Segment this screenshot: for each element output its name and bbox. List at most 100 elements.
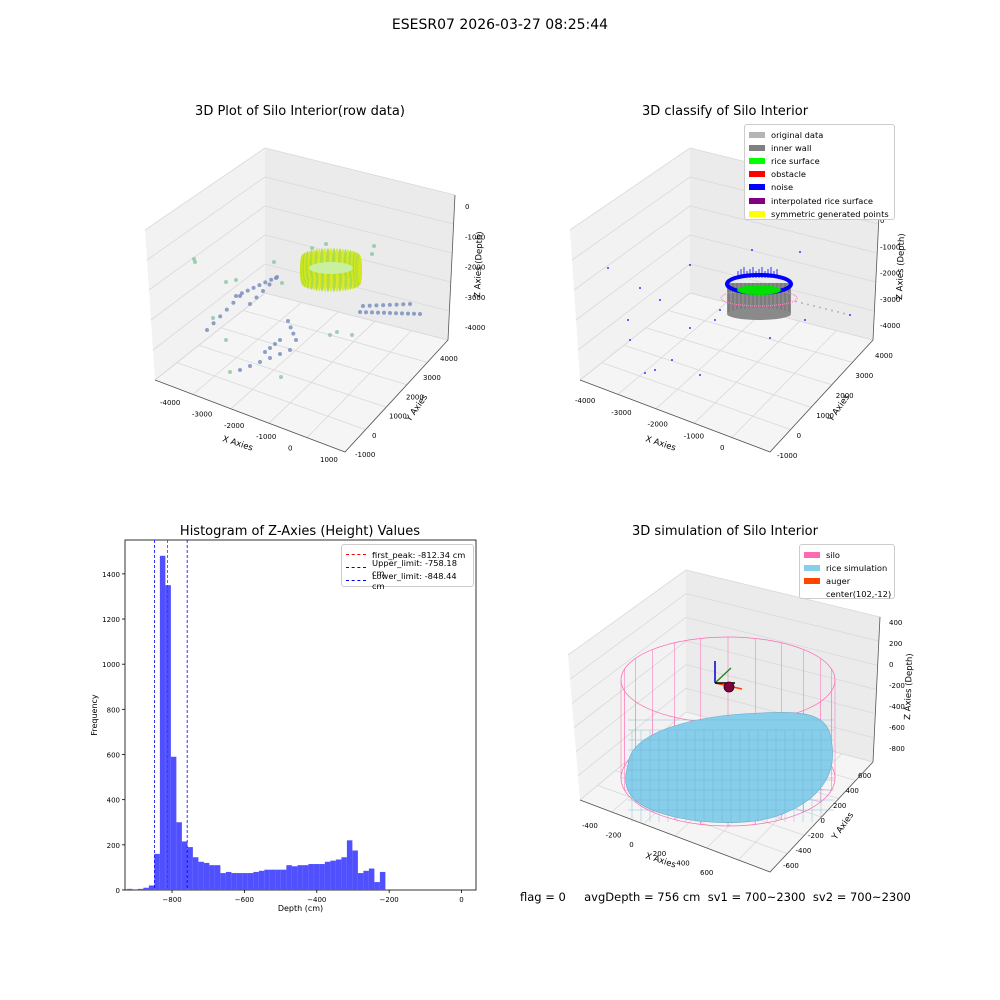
noise-point: [654, 369, 656, 371]
raw-point: [418, 312, 422, 316]
histogram-bar: [176, 822, 182, 890]
raw-point: [278, 352, 282, 356]
classify-legend-entry: rice surface: [749, 154, 890, 167]
noise-point: [699, 374, 701, 376]
z-tick-label: 0: [889, 661, 893, 669]
z-tick-label: -800: [889, 745, 905, 753]
raw-point: [400, 311, 404, 316]
grid-line: [573, 640, 687, 728]
histogram-bar: [154, 853, 160, 890]
grid-line: [623, 344, 812, 408]
z-tick-label: -1000: [465, 233, 485, 241]
histogram-bar: [269, 869, 276, 890]
classify-legend-entry: symmetric generated points: [749, 207, 890, 220]
raw-point: [248, 302, 252, 306]
raw-point: [388, 311, 392, 315]
grid-line: [693, 320, 801, 424]
histogram-bar: [352, 850, 358, 890]
raw-point: [261, 289, 265, 293]
original-point: [807, 303, 809, 306]
histogram-bar: [330, 860, 336, 890]
raw-point: [272, 260, 276, 264]
y-tick-label: 0: [372, 432, 376, 440]
z-tick-label: -2000: [880, 270, 900, 278]
y-tick-label: 600: [107, 752, 120, 760]
z-tick-label: -400: [889, 703, 905, 711]
z-tick-label: -2000: [465, 264, 485, 272]
legend-label: rice simulation: [826, 562, 888, 573]
simulation-legend-entry: center(102,-12): [804, 588, 892, 601]
raw-point: [268, 346, 272, 350]
grid-line: [685, 593, 879, 642]
z-axis-label: Z Axies (Depth): [895, 233, 907, 300]
raw-point: [257, 283, 262, 288]
histogram-bar: [319, 864, 325, 890]
y-tick-label: 0: [821, 817, 825, 825]
raw-point: [254, 295, 259, 300]
raw-point: [286, 319, 290, 323]
y-tick-label: 0: [116, 887, 120, 895]
legend-swatch: [804, 591, 820, 597]
grid-line: [569, 593, 687, 680]
legend-swatch: [749, 210, 765, 217]
panel1-title: 3D Plot of Silo Interior(row data): [195, 104, 405, 119]
grid-line: [575, 234, 691, 321]
y-tick-label: 2000: [406, 393, 424, 401]
raw-point: [273, 342, 277, 346]
x-tick-label: 400: [676, 860, 689, 868]
left-pane: [145, 148, 265, 380]
x-tick-label: -2000: [648, 421, 668, 429]
y-tick-label: 2000: [836, 392, 854, 400]
x-tick-label: −800: [162, 896, 181, 904]
grid-line: [731, 330, 837, 438]
raw-point: [234, 294, 238, 298]
simulation-legend-entry: silo: [804, 548, 890, 561]
raw-point: [382, 310, 386, 315]
legend-swatch: [749, 197, 765, 204]
original-point: [795, 300, 797, 303]
raw-point: [328, 333, 332, 337]
x-tick-label: -3000: [192, 410, 212, 418]
legend-label: interpolated rice surface: [771, 195, 874, 206]
axis-edge: [447, 194, 456, 341]
raw-point: [258, 360, 262, 364]
y-tick-label: 1200: [102, 616, 120, 624]
x-tick-label: -1000: [684, 432, 704, 440]
histogram-bar: [198, 861, 204, 890]
noise-point: [689, 327, 691, 329]
left-pane: [570, 148, 690, 380]
raw-point: [394, 311, 398, 316]
histogram-bar: [264, 869, 270, 890]
noise-point: [751, 249, 753, 251]
histogram-bar: [170, 756, 177, 890]
raw-point: [288, 348, 292, 352]
x-tick-label: 0: [629, 841, 633, 849]
legend-label: rice surface: [771, 155, 820, 166]
raw-point: [245, 288, 250, 293]
classify-legend-entry: obstacle: [749, 168, 890, 181]
histogram-bar: [137, 888, 144, 890]
legend-label: center(102,-12): [826, 589, 892, 600]
y-tick-label: 200: [107, 842, 120, 850]
y-tick-label: -1000: [355, 451, 375, 459]
classify-legend-entry: interpolated rice surface: [749, 194, 890, 207]
raw-point: [294, 338, 298, 342]
grid-line: [306, 330, 412, 438]
raw-point: [224, 307, 229, 312]
y-tick-label: 1000: [389, 413, 407, 421]
floor-pane: [155, 293, 448, 452]
grid-line: [569, 147, 691, 231]
raw-point: [374, 303, 379, 308]
legend-label: silo: [826, 549, 841, 560]
original-point: [843, 312, 845, 315]
y-tick-label: 3000: [855, 372, 873, 380]
z-tick-label: 400: [889, 619, 902, 627]
panel4-title: 3D simulation of Silo Interior: [632, 524, 818, 539]
x-tick-label: -2000: [224, 422, 244, 430]
raw-point: [238, 368, 242, 372]
axis-edge: [579, 339, 874, 453]
legend-swatch: [804, 564, 820, 571]
noise-point: [719, 309, 721, 311]
grid-line: [685, 616, 878, 666]
y-tick-label: 1000: [816, 412, 834, 420]
